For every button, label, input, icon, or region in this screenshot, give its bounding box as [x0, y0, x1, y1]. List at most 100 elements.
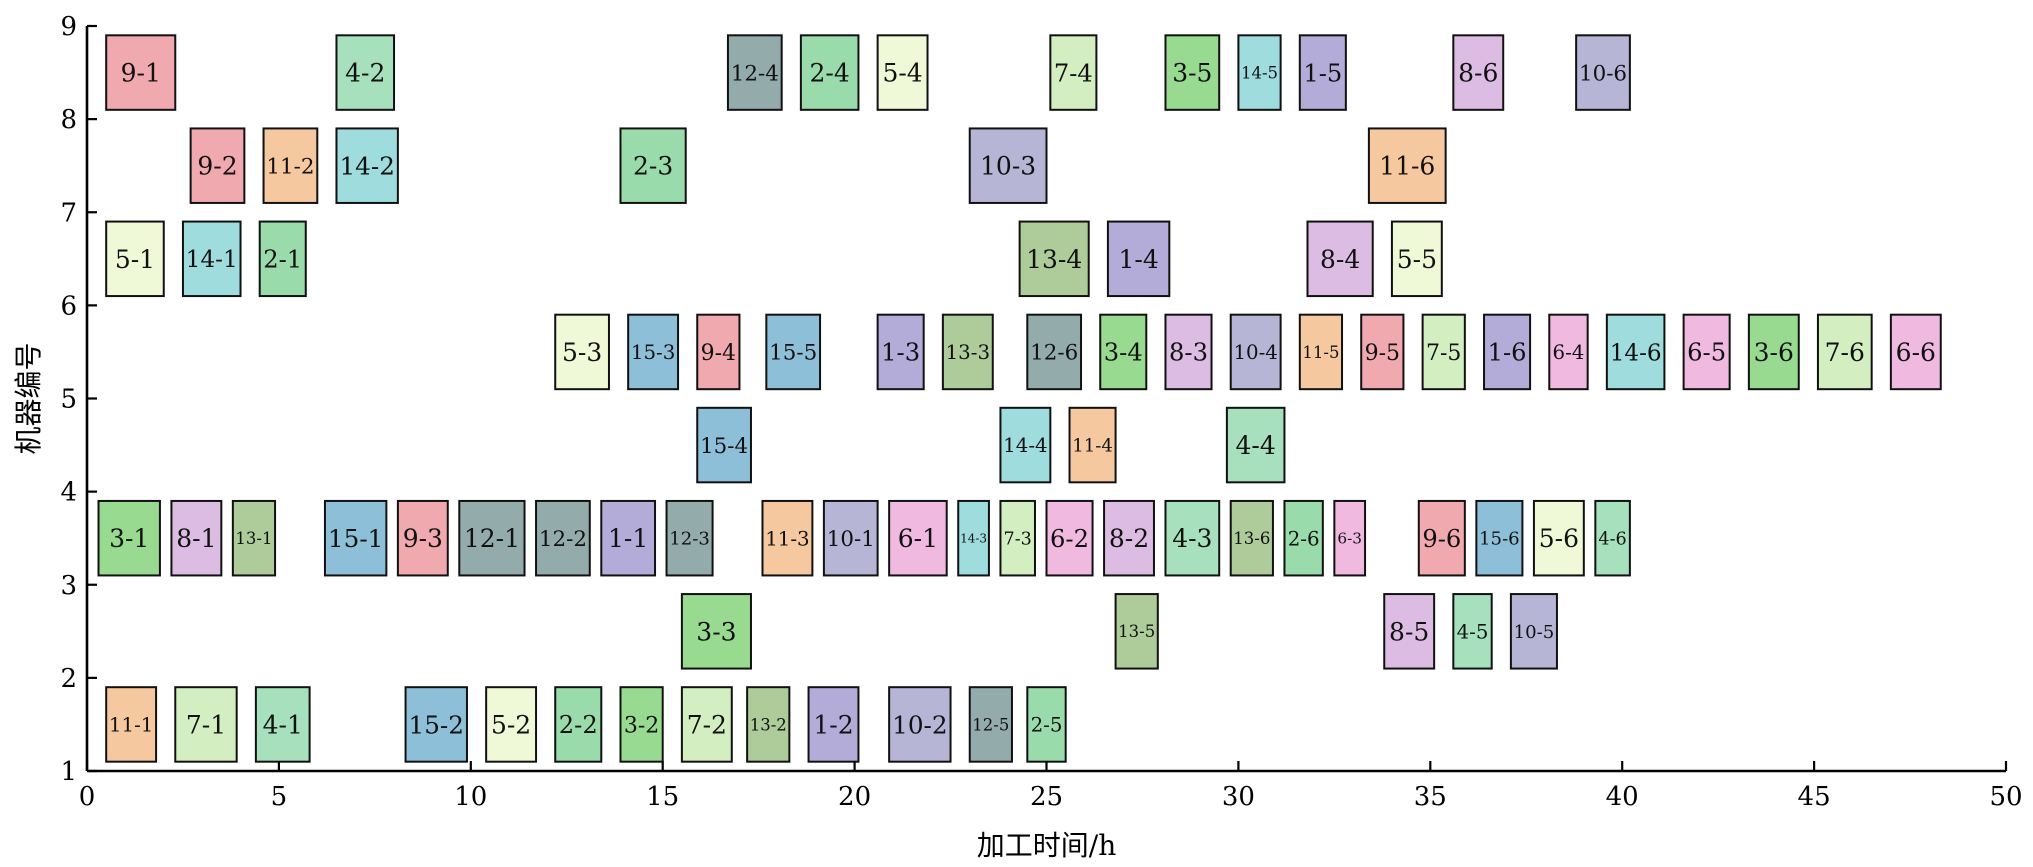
operation-6-6: 6-6: [1889, 313, 1942, 391]
operation-label: 4-5: [1457, 620, 1489, 643]
operation-label: 10-4: [1233, 341, 1277, 364]
operation-label: 1-3: [881, 339, 920, 367]
operation-label: 8-2: [1109, 524, 1149, 553]
y-axis-title: 机器编号: [12, 342, 45, 454]
operation-2-2: 2-2: [554, 686, 603, 763]
operation-bar: [105, 220, 165, 298]
operation-2-3: 2-3: [619, 127, 687, 204]
operation-2-4: 2-4: [799, 34, 860, 111]
operation-1-3: 1-3: [876, 313, 925, 391]
operation-12-2: 12-2: [535, 499, 591, 577]
operation-bar: [97, 499, 161, 577]
operation-9-6: 9-6: [1417, 499, 1466, 577]
operation-15-3: 15-3: [627, 313, 680, 391]
operation-8-1: 8-1: [170, 499, 223, 577]
operation-bar: [726, 34, 783, 111]
operation-label: 7-6: [1825, 338, 1865, 367]
operation-4-4: 4-4: [1225, 406, 1286, 484]
operation-label: 10-2: [892, 710, 947, 739]
operation-label: 14-6: [1610, 340, 1662, 366]
operation-12-6: 12-6: [1026, 313, 1083, 391]
operation-4-2: 4-2: [335, 34, 396, 111]
operation-11-3: 11-3: [761, 499, 814, 577]
operation-label: 9-3: [403, 524, 443, 553]
operation-bar: [335, 127, 399, 204]
operation-4-3: 4-3: [1164, 499, 1221, 577]
operation-label: 3-2: [624, 713, 659, 738]
operation-2-6: 2-6: [1283, 499, 1324, 577]
operation-bar: [1164, 34, 1221, 111]
operation-6-3: 6-3: [1333, 499, 1367, 577]
x-axis-ticks: 0 5 10 15 20 25 30 35 40 45 50: [79, 761, 2023, 812]
operation-bar: [1509, 593, 1558, 670]
operation-bar: [1099, 313, 1148, 391]
y-tick-label: 3: [60, 571, 77, 601]
operation-label: 14-4: [1003, 434, 1047, 457]
operation-7-6: 7-6: [1816, 313, 1873, 391]
operation-13-3: 13-3: [941, 313, 994, 391]
operation-bar: [1306, 220, 1374, 298]
operation-bar: [807, 686, 860, 763]
operation-label: 8-4: [1320, 245, 1360, 274]
operation-9-2: 9-2: [189, 127, 246, 204]
operation-label: 14-2: [339, 152, 394, 181]
operation-12-3: 12-3: [665, 499, 714, 577]
operation-bar: [822, 499, 879, 577]
operation-label: 12-3: [669, 529, 710, 550]
operation-label: 7-4: [1054, 59, 1093, 87]
operation-11-1: 11-1: [105, 686, 158, 763]
operation-bar: [174, 686, 238, 763]
operation-6-1: 6-1: [888, 499, 948, 577]
y-tick-label: 8: [60, 105, 77, 135]
operation-bar: [957, 499, 990, 577]
operation-bar: [170, 499, 223, 577]
operation-bar: [1164, 499, 1221, 577]
operation-3-1: 3-1: [97, 499, 161, 577]
operation-10-4: 10-4: [1229, 313, 1282, 391]
operation-bar: [627, 313, 680, 391]
operation-label: 10-6: [1579, 61, 1627, 86]
operation-14-6: 14-6: [1605, 313, 1666, 391]
operation-1-1: 1-1: [600, 499, 657, 577]
operation-8-5: 8-5: [1383, 593, 1436, 670]
y-tick-label: 1: [60, 757, 77, 787]
operation-8-6: 8-6: [1452, 34, 1505, 111]
operation-label: 2-6: [1288, 527, 1320, 550]
operation-bar: [181, 220, 242, 298]
operation-bar: [231, 499, 277, 577]
operation-label: 13-1: [235, 529, 272, 548]
operation-12-1: 12-1: [458, 499, 526, 577]
operation-bar: [1417, 499, 1466, 577]
operation-label: 6-3: [1337, 530, 1362, 548]
operation-label: 3-4: [1104, 339, 1143, 367]
operation-bar: [258, 220, 307, 298]
operation-bar: [1548, 313, 1589, 391]
operation-5-6: 5-6: [1532, 499, 1585, 577]
x-tick-label: 0: [79, 782, 96, 812]
operation-label: 5-2: [491, 710, 531, 739]
operation-9-4: 9-4: [696, 313, 741, 391]
operation-bar: [1068, 406, 1117, 484]
operation-bar: [1298, 34, 1347, 111]
operation-6-4: 6-4: [1548, 313, 1589, 391]
operation-label: 10-3: [980, 152, 1036, 181]
operation-label: 15-1: [328, 524, 383, 553]
operation-4-5: 4-5: [1452, 593, 1493, 670]
x-tick-label: 25: [1030, 782, 1063, 812]
operation-label: 4-6: [1598, 530, 1626, 550]
operation-label: 15-4: [700, 434, 748, 459]
operation-label: 5-3: [562, 338, 602, 367]
operation-8-2: 8-2: [1103, 499, 1155, 577]
operation-label: 11-3: [765, 527, 809, 550]
operation-4-6: 4-6: [1594, 499, 1631, 577]
y-tick-label: 5: [60, 385, 77, 415]
operation-9-3: 9-3: [396, 499, 449, 577]
operation-bar: [665, 499, 714, 577]
operation-label: 13-4: [1026, 245, 1082, 274]
operation-label: 5-4: [882, 59, 922, 88]
operation-bar: [600, 499, 657, 577]
operation-13-1: 13-1: [231, 499, 277, 577]
operation-label: 14-5: [1241, 63, 1278, 82]
operation-bar: [1889, 313, 1942, 391]
operation-bar: [1103, 499, 1155, 577]
